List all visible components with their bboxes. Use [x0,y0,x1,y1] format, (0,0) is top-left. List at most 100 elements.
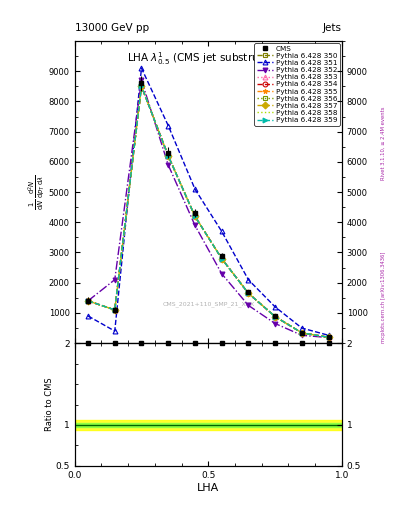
Text: LHA $\lambda^{1}_{0.5}$ (CMS jet substructure): LHA $\lambda^{1}_{0.5}$ (CMS jet substru… [127,50,290,67]
Line: Pythia 6.428 352: Pythia 6.428 352 [86,78,331,340]
Pythia 6.428 356 [299,330,304,336]
Pythia 6.428 354 [166,153,171,159]
Line: Pythia 6.428 350: Pythia 6.428 350 [86,84,331,339]
Pythia 6.428 353 [86,298,90,304]
Pythia 6.428 350 [326,334,331,340]
Pythia 6.428 353 [112,307,117,313]
Pythia 6.428 359 [112,307,117,313]
Pythia 6.428 354 [193,213,197,219]
Pythia 6.428 359 [273,313,277,319]
Pythia 6.428 359 [326,334,331,340]
Pythia 6.428 355 [326,334,331,340]
Pythia 6.428 356 [193,213,197,219]
Pythia 6.428 358 [326,334,331,340]
Pythia 6.428 352 [273,321,277,327]
Pythia 6.428 351 [193,186,197,192]
Pythia 6.428 355 [112,307,117,313]
Pythia 6.428 356 [273,313,277,319]
Pythia 6.428 357 [219,255,224,262]
Pythia 6.428 358 [166,153,171,159]
Pythia 6.428 354 [86,298,90,304]
Line: Pythia 6.428 358: Pythia 6.428 358 [88,87,329,337]
Pythia 6.428 350 [299,330,304,336]
Pythia 6.428 352 [139,77,144,83]
Pythia 6.428 356 [166,153,171,159]
Line: Pythia 6.428 351: Pythia 6.428 351 [86,66,331,338]
Pythia 6.428 350 [219,255,224,262]
Pythia 6.428 351 [326,332,331,338]
Pythia 6.428 357 [112,307,117,313]
Pythia 6.428 357 [193,213,197,219]
Pythia 6.428 359 [219,255,224,262]
Pythia 6.428 351 [246,276,251,283]
Pythia 6.428 356 [86,298,90,304]
Pythia 6.428 357 [139,83,144,90]
Pythia 6.428 356 [219,255,224,262]
Pythia 6.428 353 [246,290,251,296]
Pythia 6.428 359 [86,298,90,304]
Bar [75,420,342,430]
Pythia 6.428 352 [219,270,224,276]
Pythia 6.428 355 [139,83,144,90]
Pythia 6.428 357 [246,290,251,296]
Line: Pythia 6.428 353: Pythia 6.428 353 [86,84,331,339]
Pythia 6.428 358 [112,307,117,313]
Pythia 6.428 353 [166,153,171,159]
Pythia 6.428 354 [246,290,251,296]
Pythia 6.428 358 [299,330,304,336]
X-axis label: LHA: LHA [197,482,219,493]
Pythia 6.428 355 [86,298,90,304]
Y-axis label: Ratio to CMS: Ratio to CMS [45,378,54,431]
Pythia 6.428 351 [86,313,90,319]
Legend: CMS, Pythia 6.428 350, Pythia 6.428 351, Pythia 6.428 352, Pythia 6.428 353, Pyt: CMS, Pythia 6.428 350, Pythia 6.428 351,… [254,43,340,125]
Pythia 6.428 353 [219,255,224,262]
Pythia 6.428 352 [112,276,117,283]
Pythia 6.428 357 [326,334,331,340]
Pythia 6.428 359 [246,290,251,296]
Pythia 6.428 355 [193,213,197,219]
Bar [75,422,342,428]
Pythia 6.428 350 [112,307,117,313]
Text: CMS_2021+110_SMP_21_XXX: CMS_2021+110_SMP_21_XXX [162,301,254,307]
Pythia 6.428 357 [299,330,304,336]
Pythia 6.428 352 [326,334,331,340]
Pythia 6.428 350 [166,153,171,159]
Pythia 6.428 353 [193,213,197,219]
Pythia 6.428 350 [246,290,251,296]
Pythia 6.428 354 [219,255,224,262]
Pythia 6.428 351 [219,228,224,234]
Line: Pythia 6.428 356: Pythia 6.428 356 [86,84,331,339]
Pythia 6.428 354 [299,330,304,336]
Pythia 6.428 352 [166,162,171,168]
Pythia 6.428 353 [273,313,277,319]
Pythia 6.428 358 [139,83,144,90]
Pythia 6.428 355 [166,153,171,159]
Pythia 6.428 354 [139,83,144,90]
Pythia 6.428 359 [139,83,144,90]
Pythia 6.428 356 [246,290,251,296]
Pythia 6.428 355 [219,255,224,262]
Pythia 6.428 357 [86,298,90,304]
Pythia 6.428 351 [273,304,277,310]
Pythia 6.428 352 [246,302,251,308]
Pythia 6.428 357 [166,153,171,159]
Pythia 6.428 351 [112,328,117,334]
Pythia 6.428 353 [299,330,304,336]
Pythia 6.428 358 [246,290,251,296]
Pythia 6.428 358 [193,213,197,219]
Pythia 6.428 356 [139,83,144,90]
Line: Pythia 6.428 355: Pythia 6.428 355 [86,84,331,339]
Pythia 6.428 351 [166,122,171,129]
Pythia 6.428 356 [326,334,331,340]
Text: Rivet 3.1.10, ≥ 2.4M events: Rivet 3.1.10, ≥ 2.4M events [381,106,386,180]
Line: Pythia 6.428 357: Pythia 6.428 357 [86,84,331,339]
Pythia 6.428 358 [219,255,224,262]
Pythia 6.428 355 [299,330,304,336]
Pythia 6.428 359 [193,213,197,219]
Pythia 6.428 351 [299,325,304,331]
Y-axis label: $\frac{1}{\mathrm{d}N}\,\frac{\mathrm{d}^2N}{\mathrm{d}p_T\,\mathrm{d}\lambda}$: $\frac{1}{\mathrm{d}N}\,\frac{\mathrm{d}… [26,174,47,210]
Pythia 6.428 350 [193,213,197,219]
Pythia 6.428 354 [273,313,277,319]
Pythia 6.428 350 [139,83,144,90]
Line: Pythia 6.428 354: Pythia 6.428 354 [86,84,331,339]
